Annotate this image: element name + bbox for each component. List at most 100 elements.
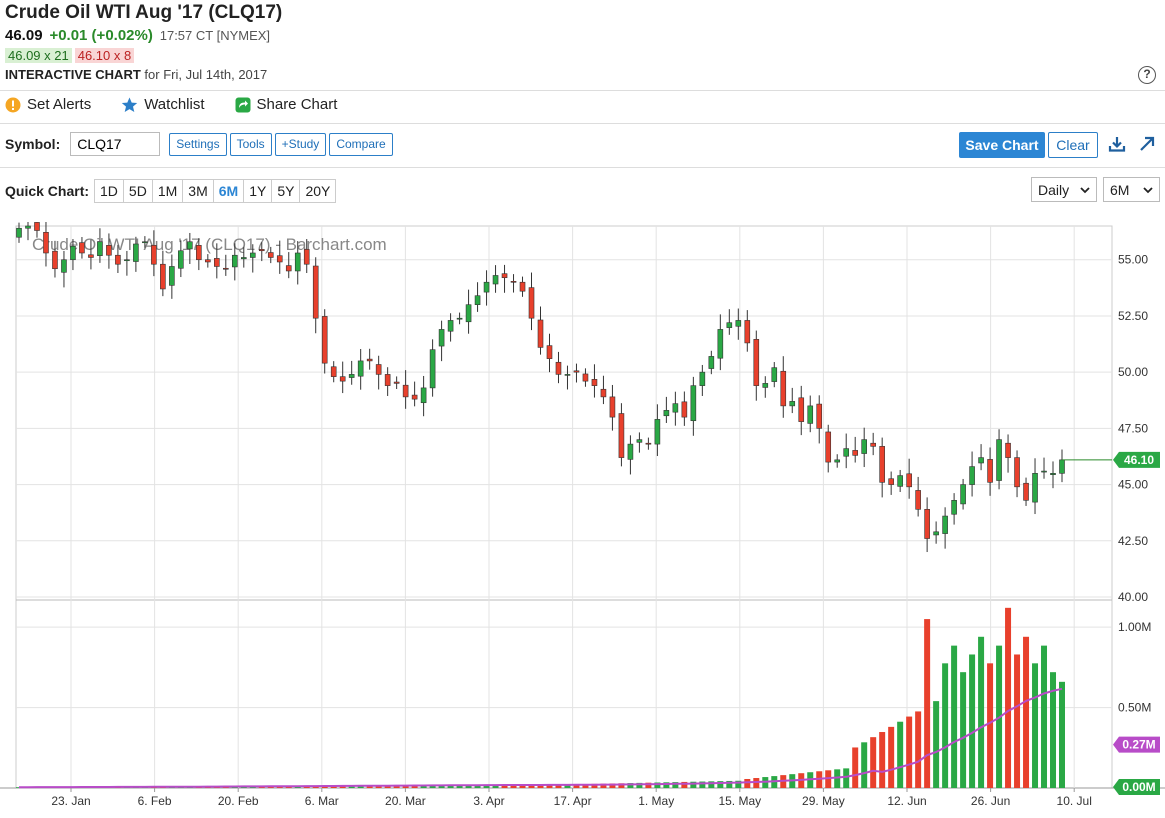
tools-button[interactable]: Tools	[229, 132, 272, 156]
candle	[807, 405, 814, 424]
candle	[474, 295, 481, 305]
add-study-button[interactable]: +Study	[274, 132, 327, 156]
settings-button[interactable]: Settings	[169, 132, 227, 156]
candle	[942, 515, 948, 534]
quick-chart-label: Quick Chart:	[5, 183, 90, 199]
candle	[133, 243, 139, 262]
volume-bar	[1023, 636, 1030, 788]
interval-value: Daily	[1038, 181, 1070, 198]
share-chart-label: Share Chart	[256, 96, 338, 113]
x-tick-label: 17. Apr	[554, 794, 592, 808]
volume-bar	[537, 785, 544, 788]
expand-icon[interactable]	[1137, 134, 1159, 156]
volume-bar	[726, 780, 733, 788]
quick-chart-bar: Quick Chart: 1D 5D 1M 3M 6M 1Y 5Y 20Y	[5, 179, 337, 203]
candle	[169, 266, 175, 286]
candle	[34, 222, 40, 231]
volume-bar	[1005, 607, 1012, 788]
candle	[492, 275, 499, 285]
download-icon[interactable]	[1107, 134, 1129, 156]
volume-bars	[16, 607, 1065, 788]
candle	[142, 241, 148, 244]
candle	[744, 320, 751, 344]
help-icon[interactable]: ?	[1138, 66, 1156, 84]
star-icon	[122, 97, 138, 112]
candle	[384, 374, 391, 386]
period-20y[interactable]: 20Y	[299, 179, 337, 203]
save-chart-button[interactable]: Save Chart	[959, 132, 1045, 158]
share-icon	[235, 97, 250, 112]
candle	[223, 267, 229, 270]
last-price-tag: 46.10	[1113, 451, 1160, 468]
interval-select[interactable]: Daily	[1031, 177, 1097, 202]
last-price-tag-bg	[1113, 451, 1160, 468]
period-5d[interactable]: 5D	[122, 179, 153, 203]
candle	[79, 242, 85, 254]
volume-bar	[483, 784, 490, 788]
candle	[429, 349, 436, 389]
share-chart-button[interactable]: Share Chart	[235, 96, 338, 113]
candle	[546, 345, 553, 359]
candle	[735, 320, 742, 327]
price-tick-label: 40.00	[1118, 590, 1148, 604]
period-5y[interactable]: 5Y	[271, 179, 301, 203]
volume-bar	[861, 742, 868, 788]
candle	[915, 490, 921, 510]
range-value: 6M	[1110, 181, 1130, 198]
candle	[106, 245, 112, 256]
candle	[70, 245, 76, 261]
volume-bar	[717, 781, 724, 788]
candle	[591, 379, 598, 386]
volume-tick-label: 1.00M	[1118, 620, 1151, 634]
volume-bar	[411, 785, 418, 788]
range-select[interactable]: 6M	[1103, 177, 1160, 202]
compare-button[interactable]: Compare	[329, 132, 393, 156]
candle	[1005, 442, 1011, 458]
zero-volume-tag: 0.00M	[1113, 779, 1160, 795]
action-bar: Set Alerts Watchlist Share Chart	[5, 96, 367, 113]
volume-bar	[843, 768, 850, 788]
volume-bar	[609, 783, 616, 788]
candle	[717, 329, 724, 359]
period-6m[interactable]: 6M	[212, 179, 245, 203]
x-tick-label: 26. Jun	[971, 794, 1010, 808]
volume-bar	[960, 672, 967, 788]
volume-bar	[933, 701, 940, 788]
candle	[438, 329, 445, 347]
chart-watermark: Crude Oil WTI Aug '17 (CLQ17) - Barchart…	[32, 235, 387, 254]
candle	[789, 401, 796, 407]
candle	[420, 387, 427, 404]
ask-badge: 46.10 x 8	[74, 48, 135, 63]
volume-bar	[690, 781, 697, 788]
candle	[43, 231, 49, 254]
candle	[645, 442, 652, 445]
period-1d[interactable]: 1D	[94, 179, 124, 203]
divider	[0, 167, 1165, 168]
volume-bar	[1059, 681, 1065, 788]
candle	[196, 245, 202, 261]
symbol-label: Symbol:	[5, 136, 61, 152]
symbol-input[interactable]	[70, 132, 161, 156]
x-tick-label: 20. Mar	[385, 794, 426, 808]
candle	[780, 370, 787, 407]
price-chart[interactable]: Crude Oil WTI Aug '17 (CLQ17) - Barchart…	[0, 222, 1165, 818]
watchlist-button[interactable]: Watchlist	[121, 96, 205, 113]
clear-button[interactable]: Clear	[1048, 132, 1098, 158]
volume-bar	[852, 747, 859, 788]
price-tick-label: 47.50	[1118, 421, 1148, 435]
candle	[402, 384, 409, 398]
volume-bar	[942, 663, 949, 788]
candlesticks	[16, 222, 1065, 553]
set-alerts-button[interactable]: Set Alerts	[5, 96, 91, 113]
volume-bar	[564, 784, 571, 788]
volume-bar	[636, 782, 643, 788]
period-1m[interactable]: 1M	[151, 179, 184, 203]
candle	[330, 366, 337, 377]
candle	[852, 450, 858, 456]
candle	[240, 257, 247, 260]
volume-bar	[879, 732, 886, 788]
volume-bar	[420, 785, 427, 788]
period-1y[interactable]: 1Y	[243, 179, 273, 203]
candle	[1050, 473, 1056, 475]
period-3m[interactable]: 3M	[182, 179, 214, 203]
